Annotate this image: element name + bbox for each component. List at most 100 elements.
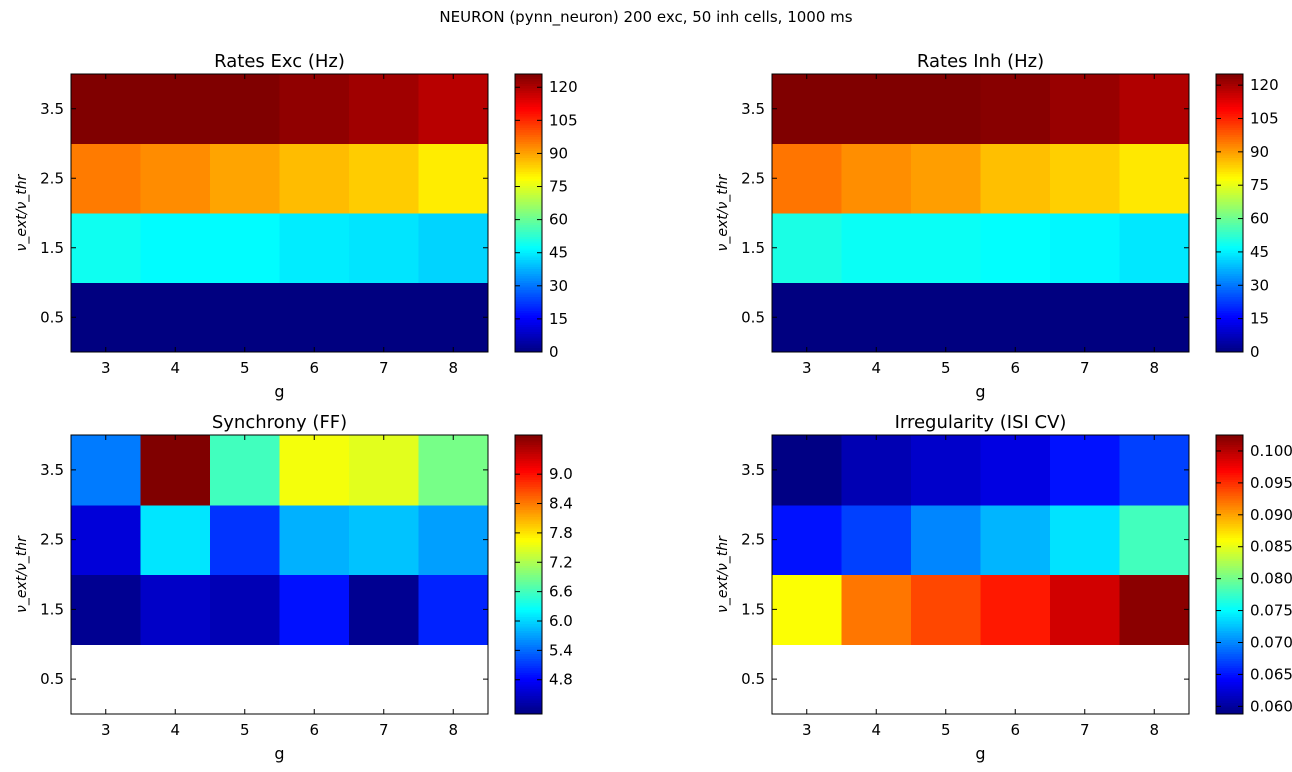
colorbar-segment [515,333,542,337]
colorbar-segment [1216,182,1243,186]
colorbar-segment [515,567,542,571]
colorbar-segment [1216,707,1243,710]
colorbar-segment [515,224,542,228]
colorbar-segment [1216,597,1243,601]
colorbar-segment [515,481,542,485]
colorbar-segment [515,131,542,135]
colorbar-segment [515,245,542,249]
colorbar-segment [515,541,542,545]
colorbar-segment [1216,136,1243,140]
colorbar-segment [1216,166,1243,170]
colorbar-tick-label: 6.6 [549,583,573,601]
colorbar-segment [515,572,542,576]
colorbar-segment [515,523,542,527]
colorbar-segment [515,120,542,124]
colorbar-segment [515,467,542,471]
colorbar-segment [515,345,542,348]
y-axis-label: ν_ext/ν_thr [14,535,30,613]
colorbar-segment [515,521,542,524]
colorbar-segment [515,252,542,256]
colorbar-segment [1216,196,1243,200]
colorbar-tick-label: 15 [549,310,568,328]
heatmap-cell [349,213,420,284]
colorbar-segment [515,175,542,179]
colorbar-segment [1216,537,1243,541]
colorbar-segment [1216,437,1243,441]
colorbar-segment [1216,632,1243,636]
colorbar-segment [1216,576,1243,580]
colorbar-segment [515,187,542,191]
heatmap-cell [349,282,420,353]
x-tick-label: 6 [309,721,319,739]
heatmap-cell [418,644,489,715]
heatmap-cell [1050,213,1121,284]
colorbar-segment [1216,600,1243,603]
colorbar-segment [515,236,542,240]
colorbar-segment [515,453,542,457]
colorbar-tick-label: 90 [1250,143,1269,161]
colorbar-tick-label: 0 [1250,343,1260,361]
colorbar-tick-label: 45 [549,244,568,262]
colorbar-segment [1216,201,1243,205]
colorbar-segment [1216,148,1243,152]
colorbar-segment [1216,345,1243,348]
colorbar-segment [515,296,542,300]
colorbar-segment [1216,483,1243,487]
colorbar-segment [515,695,542,699]
colorbar-segment [1216,651,1243,655]
colorbar-segment [1216,444,1243,448]
colorbar-segment [1216,217,1243,221]
colorbar-segment [515,143,542,147]
colorbar-segment [1216,528,1243,531]
colorbar-segment [515,639,542,643]
colorbar-segment [1216,222,1243,226]
y-tick-label: 1.5 [40,600,64,618]
colorbar-segment [515,593,542,597]
heatmap-cell [841,282,912,353]
colorbar-segment [515,159,542,163]
heatmap-cell [210,74,281,145]
heatmap-cell [279,644,350,715]
axes-frame [771,73,1190,353]
colorbar-segment [1216,118,1243,121]
colorbar-segment [1216,94,1243,98]
heatmap-cell [71,74,142,145]
colorbar-segment [1216,676,1243,680]
colorbar-tick-label: 75 [1250,176,1269,194]
colorbar-tick-label: 15 [1250,310,1269,328]
colorbar-segment [1216,215,1243,219]
heatmap-cell [279,435,350,506]
colorbar-segment [515,637,542,641]
colorbar-segment [515,462,542,466]
colorbar-segment [515,560,542,564]
colorbar-segment [1216,630,1243,634]
y-tick-label: 2.5 [40,169,64,187]
colorbar-segment [515,108,542,112]
colorbar-segment [515,155,542,158]
colorbar-segment [515,607,542,610]
heatmap-cell [349,435,420,506]
colorbar-segment [515,448,542,452]
colorbar-tick-label: 0.060 [1250,697,1292,715]
colorbar-segment [1216,558,1243,562]
heatmap-cell [772,574,843,645]
y-axis-label: ν_ext/ν_thr [715,535,731,613]
x-tick-label: 8 [1149,721,1159,739]
heatmap-cell [841,504,912,576]
heatmap-cell [71,213,142,284]
colorbar-segment [515,217,542,221]
heatmap-cell [1119,143,1190,214]
colorbar-segment [515,275,542,279]
colorbar-segment [515,182,542,186]
colorbar-segment [515,569,542,573]
y-tick-label: 2.5 [741,531,765,549]
colorbar-segment [515,171,542,175]
colorbar-segment [1216,85,1243,89]
colorbar-tick-label: 75 [549,178,568,196]
heatmap-cell [349,143,420,214]
colorbar-segment [1216,495,1243,499]
heatmap-cell [1119,574,1190,645]
heatmap-cell [210,574,281,645]
colorbar-segment [1216,247,1243,251]
